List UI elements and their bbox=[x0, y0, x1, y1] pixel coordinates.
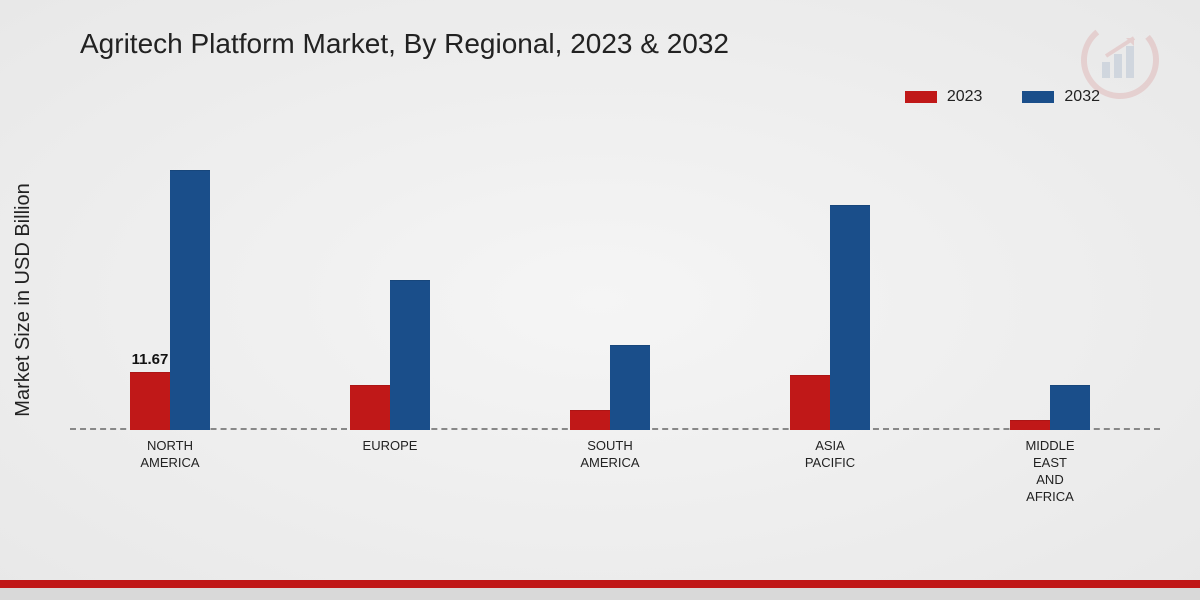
plot-area: 11.67 bbox=[70, 130, 1160, 430]
footer-under-bar bbox=[0, 588, 1200, 600]
x-label-0: NORTH AMERICA bbox=[100, 438, 240, 472]
bar-group-2 bbox=[540, 130, 680, 430]
bar-group-1 bbox=[320, 130, 460, 430]
bar-2023-0: 11.67 bbox=[130, 372, 170, 430]
chart-title: Agritech Platform Market, By Regional, 2… bbox=[80, 28, 729, 60]
legend-label-2032: 2032 bbox=[1064, 88, 1100, 106]
bar-group-3 bbox=[760, 130, 900, 430]
bar-group-0: 11.67 bbox=[100, 130, 240, 430]
x-label-3: ASIA PACIFIC bbox=[760, 438, 900, 472]
bar-2023-2 bbox=[570, 410, 610, 430]
bar-group-4 bbox=[980, 130, 1120, 430]
bar-2032-2 bbox=[610, 345, 650, 430]
legend-swatch-2023 bbox=[905, 91, 937, 103]
footer-accent-bar bbox=[0, 580, 1200, 588]
bar-2032-0 bbox=[170, 170, 210, 430]
bar-2023-3 bbox=[790, 375, 830, 430]
chart-page: Agritech Platform Market, By Regional, 2… bbox=[0, 0, 1200, 600]
value-label-0: 11.67 bbox=[132, 351, 169, 368]
x-label-4: MIDDLE EAST AND AFRICA bbox=[980, 438, 1120, 506]
legend: 2023 2032 bbox=[905, 88, 1100, 106]
x-axis-labels: NORTH AMERICA EUROPE SOUTH AMERICA ASIA … bbox=[70, 438, 1160, 518]
bar-2023-4 bbox=[1010, 420, 1050, 430]
x-label-1: EUROPE bbox=[320, 438, 460, 455]
bar-2032-4 bbox=[1050, 385, 1090, 430]
y-axis-label: Market Size in USD Billion bbox=[12, 183, 35, 416]
legend-item-2032: 2032 bbox=[1022, 88, 1100, 106]
bar-2032-1 bbox=[390, 280, 430, 430]
legend-swatch-2032 bbox=[1022, 91, 1054, 103]
legend-label-2023: 2023 bbox=[947, 88, 983, 106]
bar-2023-1 bbox=[350, 385, 390, 430]
bar-2032-3 bbox=[830, 205, 870, 430]
x-label-2: SOUTH AMERICA bbox=[540, 438, 680, 472]
legend-item-2023: 2023 bbox=[905, 88, 983, 106]
